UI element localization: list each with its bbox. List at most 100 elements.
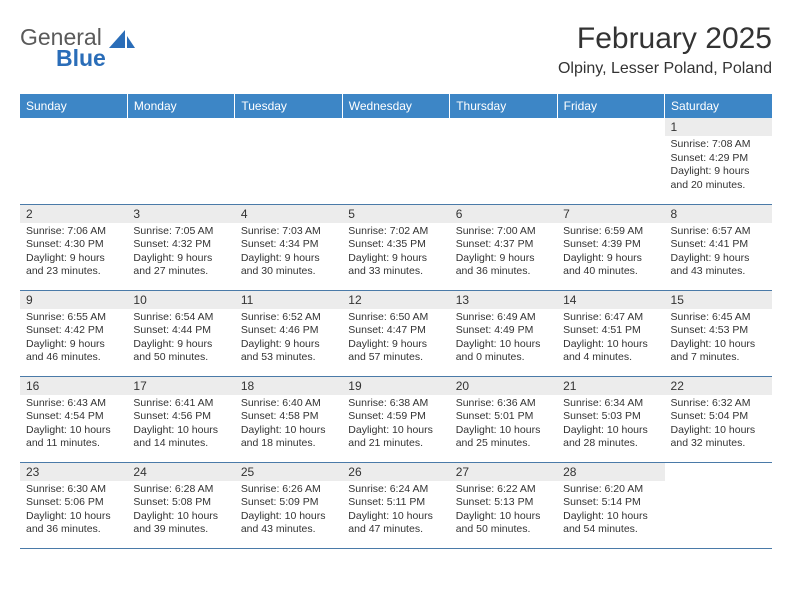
day-number: 9: [20, 291, 127, 309]
day-number: 2: [20, 205, 127, 223]
sunrise-text: Sunrise: 6:34 AM: [563, 397, 658, 411]
sunrise-text: Sunrise: 6:36 AM: [456, 397, 551, 411]
day-content: Sunrise: 6:36 AMSunset: 5:01 PMDaylight:…: [450, 395, 557, 456]
daylight-text: Daylight: 10 hours and 32 minutes.: [671, 424, 766, 451]
daylight-text: Daylight: 9 hours and 43 minutes.: [671, 252, 766, 279]
daylight-text: Daylight: 9 hours and 30 minutes.: [241, 252, 336, 279]
calendar-cell: 2 Sunrise: 7:06 AMSunset: 4:30 PMDaylight…: [20, 204, 127, 290]
sunset-text: Sunset: 4:47 PM: [348, 324, 443, 338]
day-number: 18: [235, 377, 342, 395]
sunrise-text: Sunrise: 6:32 AM: [671, 397, 766, 411]
calendar-cell: 17Sunrise: 6:41 AMSunset: 4:56 PMDayligh…: [127, 376, 234, 462]
day-number: 17: [127, 377, 234, 395]
logo-word-2: Blue: [56, 47, 106, 70]
daylight-text: Daylight: 10 hours and 18 minutes.: [241, 424, 336, 451]
sunrise-text: Sunrise: 6:59 AM: [563, 225, 658, 239]
daylight-text: Daylight: 10 hours and 7 minutes.: [671, 338, 766, 365]
daylight-text: Daylight: 9 hours and 23 minutes.: [26, 252, 121, 279]
daylight-text: Daylight: 10 hours and 50 minutes.: [456, 510, 551, 537]
sunrise-text: Sunrise: 7:08 AM: [671, 138, 766, 152]
calendar-cell: 10Sunrise: 6:54 AMSunset: 4:44 PMDayligh…: [127, 290, 234, 376]
day-header: Thursday: [450, 94, 557, 118]
day-content: Sunrise: 6:47 AMSunset: 4:51 PMDaylight:…: [557, 309, 664, 370]
calendar-page: General Blue February 2025 Olpiny, Lesse…: [0, 0, 792, 559]
daylight-text: Daylight: 10 hours and 21 minutes.: [348, 424, 443, 451]
calendar-cell: [20, 118, 127, 204]
sunrise-text: Sunrise: 7:03 AM: [241, 225, 336, 239]
calendar-cell: 18Sunrise: 6:40 AMSunset: 4:58 PMDayligh…: [235, 376, 342, 462]
day-number: 3: [127, 205, 234, 223]
daylight-text: Daylight: 10 hours and 43 minutes.: [241, 510, 336, 537]
calendar-cell: 26Sunrise: 6:24 AMSunset: 5:11 PMDayligh…: [342, 462, 449, 548]
calendar-cell: 1Sunrise: 7:08 AMSunset: 4:29 PMDaylight…: [665, 118, 772, 204]
logo-text: General Blue: [20, 26, 106, 70]
sunset-text: Sunset: 4:32 PM: [133, 238, 228, 252]
day-content: Sunrise: 6:54 AMSunset: 4:44 PMDaylight:…: [127, 309, 234, 370]
sunrise-text: Sunrise: 6:47 AM: [563, 311, 658, 325]
daylight-text: Daylight: 9 hours and 36 minutes.: [456, 252, 551, 279]
daylight-text: Daylight: 10 hours and 4 minutes.: [563, 338, 658, 365]
daylight-text: Daylight: 9 hours and 53 minutes.: [241, 338, 336, 365]
day-content: Sunrise: 6:43 AMSunset: 4:54 PMDaylight:…: [20, 395, 127, 456]
day-header: Wednesday: [342, 94, 449, 118]
sunset-text: Sunset: 4:54 PM: [26, 410, 121, 424]
sunrise-text: Sunrise: 6:30 AM: [26, 483, 121, 497]
sunrise-text: Sunrise: 7:06 AM: [26, 225, 121, 239]
daylight-text: Daylight: 10 hours and 36 minutes.: [26, 510, 121, 537]
calendar-cell: 3Sunrise: 7:05 AMSunset: 4:32 PMDaylight…: [127, 204, 234, 290]
sunrise-text: Sunrise: 7:02 AM: [348, 225, 443, 239]
calendar-cell: [450, 118, 557, 204]
day-number: 12: [342, 291, 449, 309]
sunrise-text: Sunrise: 6:38 AM: [348, 397, 443, 411]
calendar-cell: 22Sunrise: 6:32 AMSunset: 5:04 PMDayligh…: [665, 376, 772, 462]
day-content: Sunrise: 6:57 AMSunset: 4:41 PMDaylight:…: [665, 223, 772, 284]
day-content: Sunrise: 6:28 AMSunset: 5:08 PMDaylight:…: [127, 481, 234, 542]
day-number: 26: [342, 463, 449, 481]
day-content: Sunrise: 6:24 AMSunset: 5:11 PMDaylight:…: [342, 481, 449, 542]
calendar-cell: 16Sunrise: 6:43 AMSunset: 4:54 PMDayligh…: [20, 376, 127, 462]
day-number: 20: [450, 377, 557, 395]
sunrise-text: Sunrise: 6:22 AM: [456, 483, 551, 497]
day-number: 28: [557, 463, 664, 481]
day-number: 16: [20, 377, 127, 395]
calendar-week-row: 9Sunrise: 6:55 AMSunset: 4:42 PMDaylight…: [20, 290, 772, 376]
daylight-text: Daylight: 10 hours and 54 minutes.: [563, 510, 658, 537]
sunset-text: Sunset: 4:35 PM: [348, 238, 443, 252]
calendar-cell: 6Sunrise: 7:00 AMSunset: 4:37 PMDaylight…: [450, 204, 557, 290]
sunset-text: Sunset: 5:04 PM: [671, 410, 766, 424]
sunset-text: Sunset: 5:14 PM: [563, 496, 658, 510]
daylight-text: Daylight: 9 hours and 50 minutes.: [133, 338, 228, 365]
day-number: 7: [557, 205, 664, 223]
calendar-cell: [342, 118, 449, 204]
day-header: Tuesday: [235, 94, 342, 118]
day-content: Sunrise: 6:34 AMSunset: 5:03 PMDaylight:…: [557, 395, 664, 456]
sunset-text: Sunset: 4:34 PM: [241, 238, 336, 252]
calendar-cell: 5Sunrise: 7:02 AMSunset: 4:35 PMDaylight…: [342, 204, 449, 290]
daylight-text: Daylight: 10 hours and 47 minutes.: [348, 510, 443, 537]
sunset-text: Sunset: 4:39 PM: [563, 238, 658, 252]
sunrise-text: Sunrise: 6:43 AM: [26, 397, 121, 411]
sunrise-text: Sunrise: 6:40 AM: [241, 397, 336, 411]
calendar-cell: 14Sunrise: 6:47 AMSunset: 4:51 PMDayligh…: [557, 290, 664, 376]
day-header: Saturday: [665, 94, 772, 118]
calendar-cell: [665, 462, 772, 548]
day-content: Sunrise: 6:38 AMSunset: 4:59 PMDaylight:…: [342, 395, 449, 456]
sunset-text: Sunset: 4:29 PM: [671, 152, 766, 166]
sunrise-text: Sunrise: 6:20 AM: [563, 483, 658, 497]
day-content: Sunrise: 6:40 AMSunset: 4:58 PMDaylight:…: [235, 395, 342, 456]
month-title: February 2025: [558, 22, 772, 56]
day-number: 19: [342, 377, 449, 395]
daylight-text: Daylight: 9 hours and 20 minutes.: [671, 165, 766, 192]
sunset-text: Sunset: 4:44 PM: [133, 324, 228, 338]
calendar-table: Sunday Monday Tuesday Wednesday Thursday…: [20, 94, 772, 549]
day-content: Sunrise: 6:22 AMSunset: 5:13 PMDaylight:…: [450, 481, 557, 542]
sunset-text: Sunset: 4:30 PM: [26, 238, 121, 252]
calendar-cell: [235, 118, 342, 204]
calendar-cell: 15Sunrise: 6:45 AMSunset: 4:53 PMDayligh…: [665, 290, 772, 376]
sunset-text: Sunset: 4:56 PM: [133, 410, 228, 424]
calendar-cell: 25Sunrise: 6:26 AMSunset: 5:09 PMDayligh…: [235, 462, 342, 548]
sunset-text: Sunset: 5:03 PM: [563, 410, 658, 424]
day-content: Sunrise: 7:05 AMSunset: 4:32 PMDaylight:…: [127, 223, 234, 284]
day-number: 5: [342, 205, 449, 223]
sunrise-text: Sunrise: 7:05 AM: [133, 225, 228, 239]
